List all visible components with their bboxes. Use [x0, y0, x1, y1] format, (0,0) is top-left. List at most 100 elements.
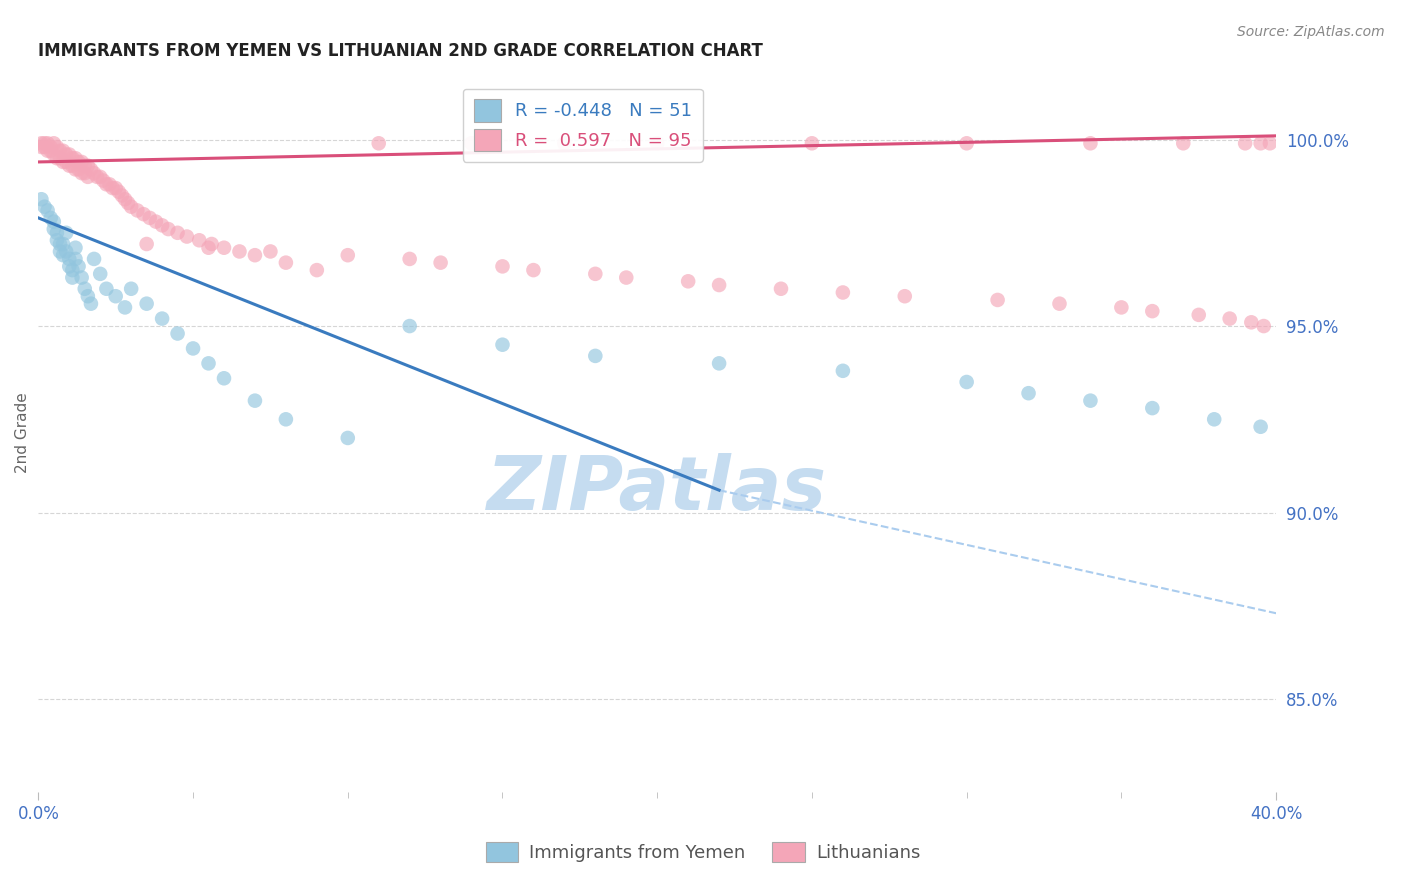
- Point: [34, 140, 56, 154]
- Point: [987, 293, 1010, 307]
- Point: [34, 200, 56, 214]
- Point: [127, 203, 149, 218]
- Point: [614, 270, 637, 285]
- Point: [676, 274, 699, 288]
- Point: [45, 140, 67, 154]
- Point: [65, 162, 87, 177]
- Point: [583, 349, 606, 363]
- Point: [120, 282, 142, 296]
- Point: [1111, 301, 1133, 315]
- Point: [30, 192, 52, 206]
- Point: [65, 151, 87, 165]
- Point: [30, 136, 52, 151]
- Point: [39, 140, 62, 154]
- Point: [70, 270, 93, 285]
- Point: [336, 248, 359, 262]
- Point: [58, 159, 80, 173]
- Point: [91, 173, 114, 187]
- Point: [1234, 136, 1257, 151]
- Point: [1049, 296, 1071, 310]
- Point: [89, 169, 111, 184]
- Point: [73, 282, 96, 296]
- Point: [45, 233, 67, 247]
- Point: [60, 263, 83, 277]
- Point: [956, 136, 979, 151]
- Point: [522, 263, 544, 277]
- Point: [583, 267, 606, 281]
- Point: [52, 155, 75, 169]
- Point: [42, 222, 65, 236]
- Text: ZIPatlas: ZIPatlas: [488, 453, 827, 526]
- Point: [150, 311, 173, 326]
- Point: [37, 203, 59, 218]
- Point: [67, 162, 90, 177]
- Point: [176, 229, 198, 244]
- Point: [181, 342, 204, 356]
- Point: [1018, 386, 1040, 401]
- Point: [80, 162, 103, 177]
- Point: [101, 181, 124, 195]
- Point: [37, 136, 59, 151]
- Point: [429, 255, 451, 269]
- Point: [55, 244, 77, 259]
- Point: [305, 263, 328, 277]
- Point: [1142, 304, 1164, 318]
- Point: [55, 155, 77, 169]
- Point: [34, 136, 56, 151]
- Point: [80, 296, 103, 310]
- Text: Source: ZipAtlas.com: Source: ZipAtlas.com: [1237, 25, 1385, 39]
- Point: [49, 237, 72, 252]
- Point: [800, 136, 823, 151]
- Point: [188, 233, 211, 247]
- Point: [45, 151, 67, 165]
- Point: [83, 166, 105, 180]
- Point: [39, 211, 62, 225]
- Point: [30, 140, 52, 154]
- Point: [76, 159, 98, 173]
- Point: [491, 260, 513, 274]
- Point: [212, 371, 235, 385]
- Point: [707, 356, 730, 370]
- Point: [114, 192, 136, 206]
- Point: [55, 226, 77, 240]
- Point: [398, 252, 420, 266]
- Point: [1258, 136, 1281, 151]
- Point: [1080, 136, 1102, 151]
- Point: [460, 136, 482, 151]
- Point: [111, 188, 134, 202]
- Point: [60, 151, 83, 165]
- Point: [166, 326, 188, 341]
- Point: [1240, 315, 1263, 329]
- Point: [1080, 393, 1102, 408]
- Point: [49, 151, 72, 165]
- Point: [70, 155, 93, 169]
- Point: [58, 252, 80, 266]
- Point: [367, 136, 389, 151]
- Point: [138, 211, 160, 225]
- Y-axis label: 2nd Grade: 2nd Grade: [15, 392, 30, 473]
- Point: [228, 244, 250, 259]
- Point: [76, 289, 98, 303]
- Point: [274, 255, 297, 269]
- Point: [1188, 308, 1211, 322]
- Point: [398, 319, 420, 334]
- Point: [114, 301, 136, 315]
- Point: [60, 270, 83, 285]
- Point: [104, 289, 127, 303]
- Point: [58, 260, 80, 274]
- Point: [52, 248, 75, 262]
- Point: [52, 144, 75, 158]
- Point: [67, 155, 90, 169]
- Point: [98, 178, 121, 192]
- Point: [1250, 419, 1272, 434]
- Point: [67, 260, 90, 274]
- Point: [145, 214, 167, 228]
- Point: [96, 282, 118, 296]
- Point: [135, 296, 157, 310]
- Point: [1173, 136, 1195, 151]
- Point: [86, 169, 108, 184]
- Point: [1204, 412, 1226, 426]
- Point: [336, 431, 359, 445]
- Point: [37, 144, 59, 158]
- Point: [1219, 311, 1241, 326]
